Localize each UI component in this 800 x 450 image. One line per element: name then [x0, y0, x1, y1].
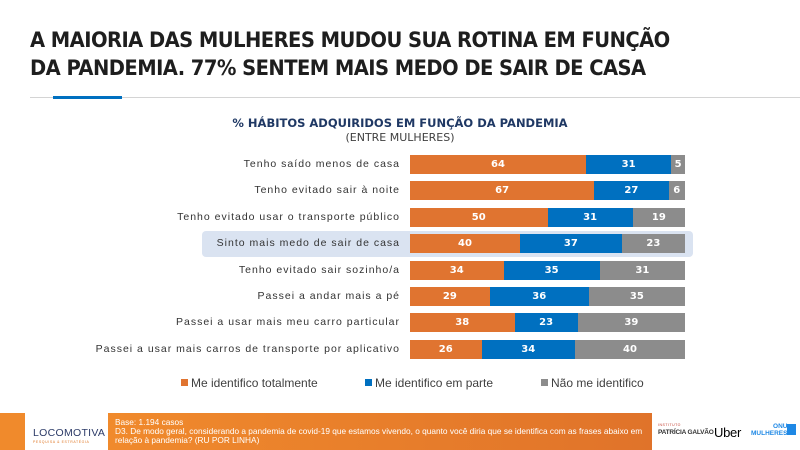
category-label: Sinto mais medo de sair de casa: [216, 237, 400, 250]
legend-item-nao: Não me identifico: [541, 376, 644, 390]
data-label: 67: [495, 185, 510, 197]
bar-segment-em-parte: [547, 207, 633, 227]
data-label: 27: [624, 185, 639, 197]
bar-segment-em-parte: [481, 339, 575, 359]
bar-segment-nao: [577, 313, 685, 333]
data-label: 34: [449, 264, 464, 276]
category-label: Tenho saído menos de casa: [243, 158, 400, 170]
data-label: 29: [442, 291, 457, 302]
bar-segment-em-parte: [586, 155, 672, 174]
category-label: Tenho evitado sair sozinho/a: [238, 263, 400, 276]
bar-segment-nao: [621, 234, 685, 254]
bar-segment-nao: [599, 260, 685, 280]
data-label: 40: [458, 238, 472, 250]
data-label: 34: [521, 343, 536, 355]
bar-segment-em-parte: [514, 313, 578, 333]
category-label: Passei a usar mais carros de transporte …: [95, 342, 400, 355]
bar-segment-totalmente: [410, 207, 548, 227]
bar-segment-nao: [632, 207, 685, 227]
bar-segment-nao: [668, 181, 685, 201]
data-label: 50: [471, 211, 486, 223]
legend-item-totalmente: Me identifico totalmente: [181, 376, 318, 390]
category-label: Passei a andar mais a pé: [257, 290, 400, 302]
page-title: A MAIORIA DAS MULHERES MUDOU SUA ROTINA …: [30, 26, 718, 82]
title-accent-bar: [53, 96, 122, 99]
category-label: Passei a usar mais meu carro particular: [176, 316, 400, 329]
ipg-logo-small: INSTITUTO: [658, 423, 681, 427]
onu-text: ONU: [773, 423, 788, 430]
bar-segment-totalmente: [410, 287, 490, 306]
bar-segment-em-parte: [503, 260, 600, 280]
chart-subtitle: (ENTRE MULHERES): [345, 131, 455, 144]
bar-segment-em-parte: [520, 234, 622, 254]
ipg-logo-name: PATRÍCIA GALVÃO: [658, 429, 714, 436]
data-label: 64: [491, 159, 505, 170]
bar-segment-em-parte: [594, 181, 669, 201]
data-label: 39: [624, 317, 639, 329]
footer-orange-strip: [0, 413, 25, 450]
legend-swatch-blue: [365, 379, 372, 386]
bar-segment-totalmente: [410, 339, 482, 359]
bar-segment-nao: [588, 287, 685, 306]
bar-segment-totalmente: [410, 234, 520, 254]
data-label: 31: [635, 264, 650, 276]
data-label: 23: [539, 317, 554, 329]
footer-notes: Base: 1.194 casos D3. De modo geral, con…: [108, 413, 652, 450]
legend-label: Me identifico em parte: [375, 376, 494, 390]
onu-emblem-icon: [787, 424, 796, 435]
data-label: 5: [674, 159, 682, 170]
page-title-line-2: DA PANDEMIA. 77% SENTEM MAIS MEDO DE SAI…: [30, 56, 646, 80]
onu-mulheres-logo: ONU MULHERES: [751, 423, 787, 437]
data-label: 6: [673, 185, 681, 197]
stacked-bar-chart: Tenho saído menos de casa 64 31 5 Tenho evit…: [95, 155, 685, 359]
chart-title: % HÁBITOS ADQUIRIDOS EM FUNÇÃO DA PANDEM…: [232, 116, 568, 130]
data-label: 40: [623, 343, 637, 355]
data-label: 31: [621, 159, 636, 170]
data-label: 38: [455, 317, 470, 329]
data-label: 36: [532, 291, 547, 302]
data-label: 23: [646, 238, 661, 250]
data-label: 35: [629, 291, 644, 302]
bar-segment-em-parte: [489, 287, 589, 306]
mulheres-text: MULHERES: [751, 430, 788, 437]
legend-swatch-gray: [541, 379, 548, 386]
bar-segment-totalmente: [410, 313, 515, 333]
bar-segment-nao: [575, 339, 685, 359]
logo-name: LOCOMOTIVA: [33, 427, 106, 439]
category-label: Tenho evitado sair à noite: [254, 184, 400, 197]
bar-segment-totalmente: [410, 181, 595, 201]
category-label: Tenho evitado usar o transporte público: [177, 210, 400, 223]
locomotiva-logo: LOCOMOTIVA PESQUISA & ESTRATÉGIA: [25, 413, 108, 450]
legend-label: Me identifico totalmente: [191, 376, 318, 390]
uber-logo: Uber: [714, 425, 741, 440]
data-label: 19: [651, 211, 666, 223]
data-label: 35: [544, 264, 559, 276]
data-label: 31: [583, 211, 598, 223]
legend-label: Não me identifico: [551, 376, 644, 390]
bar-segment-nao: [671, 155, 685, 174]
title-divider: [30, 97, 800, 98]
data-label: 37: [563, 238, 578, 250]
data-label: 26: [438, 343, 453, 355]
bar-segment-totalmente: [410, 260, 504, 280]
bar-segment-totalmente: [410, 155, 586, 174]
legend-swatch-orange: [181, 379, 188, 386]
base-note: Base: 1.194 casos: [115, 417, 184, 427]
footer: LOCOMOTIVA PESQUISA & ESTRATÉGIA Base: 1…: [0, 413, 800, 450]
page-title-line-1: A MAIORIA DAS MULHERES MUDOU SUA ROTINA …: [30, 28, 670, 52]
question-note: D3. De modo geral, considerando a pandem…: [115, 426, 643, 445]
logo-tagline: PESQUISA & ESTRATÉGIA: [33, 440, 90, 444]
legend-item-em-parte: Me identifico em parte: [365, 376, 493, 390]
partner-logos: INSTITUTO PATRÍCIA GALVÃO Uber ONU MULHE…: [652, 413, 800, 450]
